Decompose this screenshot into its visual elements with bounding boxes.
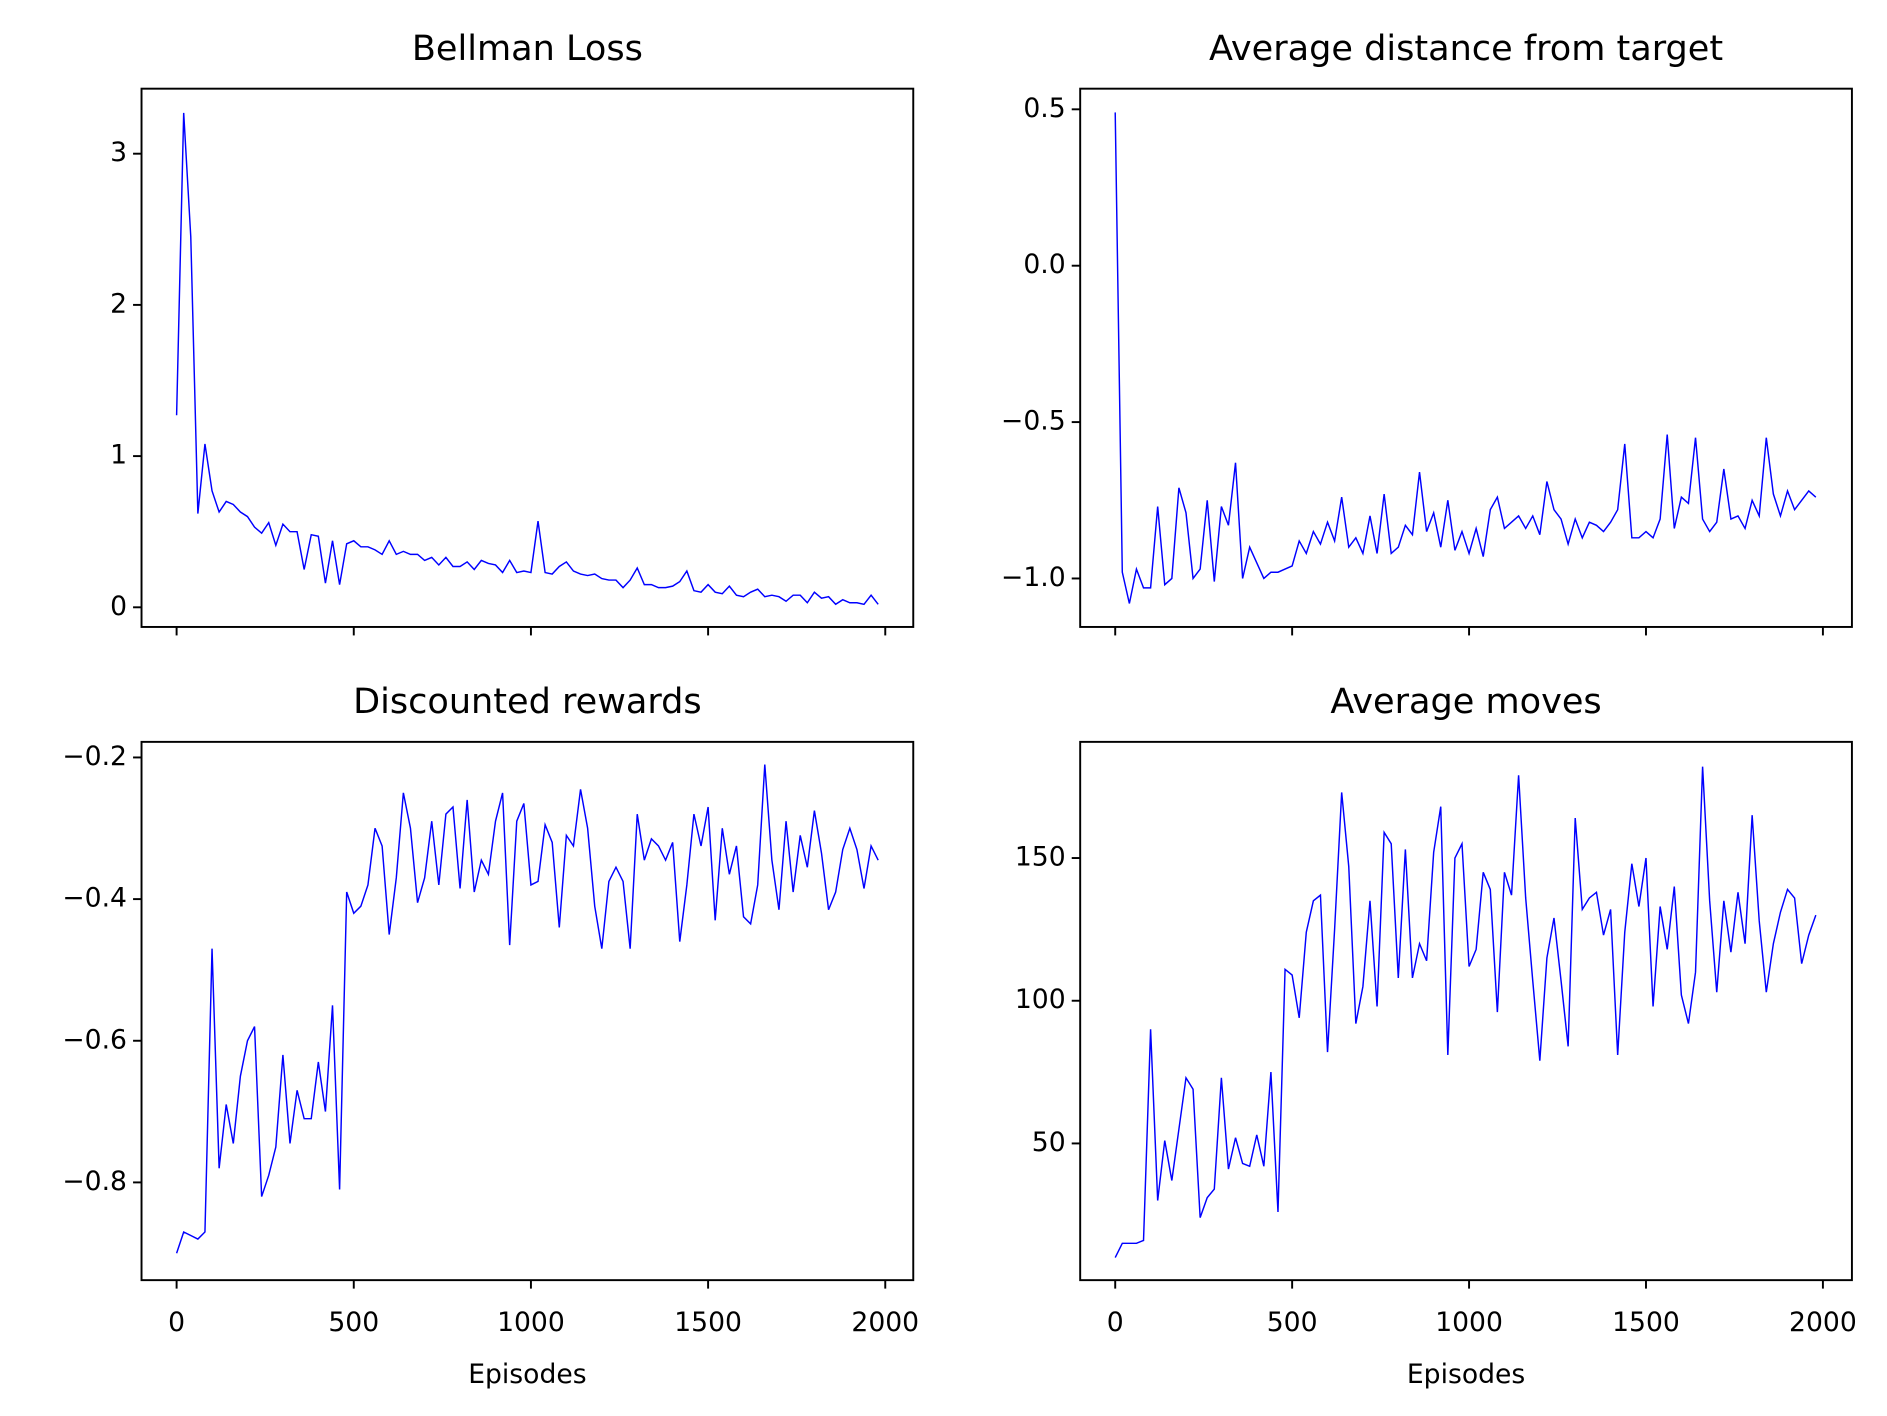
- x-tick-label: 1500: [674, 1307, 742, 1338]
- x-tick-label: 2000: [851, 1307, 919, 1338]
- y-tick-label: −0.5: [1001, 406, 1066, 437]
- y-tick-label: 100: [1015, 984, 1066, 1015]
- axes-frame: [140, 740, 915, 1282]
- x-tick-label: 500: [1267, 1307, 1318, 1338]
- y-tick-label: −0.8: [62, 1166, 127, 1197]
- y-tick-label: −0.2: [62, 741, 127, 772]
- subplot-title: Average moves: [1330, 681, 1601, 722]
- axes-frame: [1079, 740, 1853, 1282]
- y-tick-label: 2: [110, 288, 127, 319]
- y-tick-label: 50: [1032, 1127, 1066, 1158]
- x-tick-label: 1000: [1435, 1307, 1503, 1338]
- subplot-title: Average distance from target: [1209, 28, 1723, 69]
- y-tick-label: 3: [110, 137, 127, 168]
- y-tick-label: −0.4: [62, 883, 127, 914]
- y-tick-label: 0.0: [1023, 249, 1065, 280]
- x-tick-label: 1500: [1612, 1307, 1680, 1338]
- data-line: [175, 764, 879, 1254]
- x-tick-label: 1000: [497, 1307, 565, 1338]
- x-tick-label: 0: [1107, 1307, 1124, 1338]
- x-axis-label: Episodes: [468, 1359, 586, 1390]
- y-tick-label: 0.5: [1023, 93, 1065, 124]
- data-line: [175, 112, 879, 606]
- axes-frame: [1079, 87, 1853, 628]
- y-tick-label: 1: [110, 440, 127, 471]
- x-axis-label: Episodes: [1407, 1359, 1525, 1390]
- y-tick-label: −1.0: [1001, 562, 1066, 593]
- y-tick-label: 0: [110, 591, 127, 622]
- y-tick-label: 150: [1015, 842, 1066, 873]
- data-line: [1114, 112, 1817, 604]
- x-tick-label: 2000: [1789, 1307, 1857, 1338]
- data-line: [1114, 766, 1817, 1258]
- subplot-title: Discounted rewards: [353, 681, 702, 722]
- y-tick-label: −0.6: [62, 1024, 127, 1055]
- x-tick-label: 500: [328, 1307, 379, 1338]
- subplot-title: Bellman Loss: [412, 28, 643, 69]
- x-tick-label: 0: [168, 1307, 185, 1338]
- axes-frame: [140, 87, 915, 628]
